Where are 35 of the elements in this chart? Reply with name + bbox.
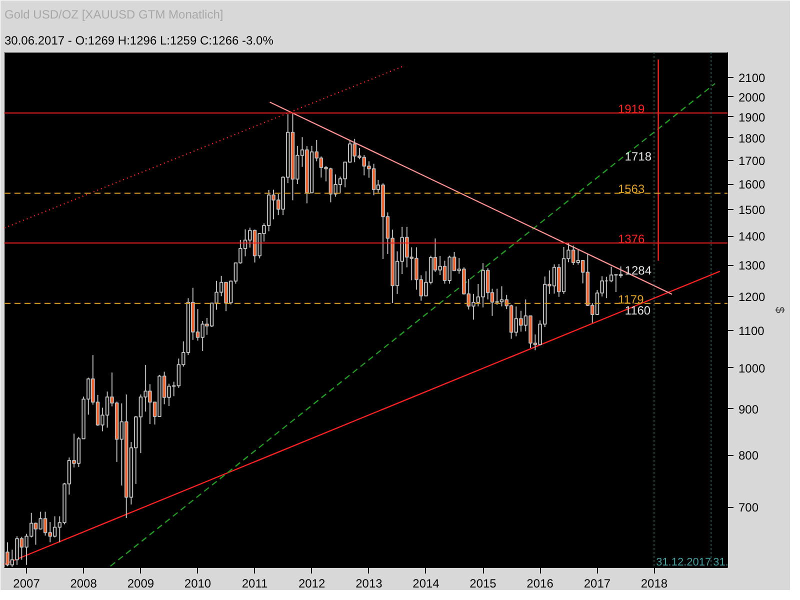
y-tick-label: 2000 [738, 90, 766, 104]
text: 30.06.2017 - O:1269 H:1296 L:1259 C:1266 -3.0% [4, 34, 274, 48]
y-tick-label: 1200 [738, 290, 766, 304]
y-tick-label: 1400 [738, 230, 766, 244]
x-tick-label: 2017 [584, 576, 611, 590]
x-tick-label: 2010 [184, 576, 212, 590]
y-tick-label: 2100 [738, 71, 766, 86]
y-tick-label: 700 [738, 500, 759, 515]
x-tick-label: 2015 [470, 576, 497, 590]
y-tick-label: 1000 [738, 361, 766, 376]
y-tick-label: 1800 [738, 131, 766, 146]
annotation: 1284 [624, 264, 652, 278]
annotation: 1160 [624, 303, 651, 318]
ref-line-label: 31.12.2017 [656, 556, 712, 568]
y-tick-label: 1700 [738, 154, 766, 168]
x-tick-label: 2008 [70, 576, 98, 590]
x-tick-label: 2011 [242, 576, 268, 590]
x-tick-label: 2018 [640, 576, 668, 590]
ref-line-label: 31. [713, 556, 728, 568]
y-tick-label: 1600 [738, 178, 766, 192]
y-tick-label: 1500 [738, 202, 766, 217]
y-tick-label: 900 [738, 402, 759, 416]
x-tick-label: 2016 [526, 576, 554, 590]
x-tick-label: 2009 [127, 576, 154, 590]
x-tick-label: 2012 [298, 576, 326, 590]
y-tick-label: 1900 [738, 110, 766, 124]
x-tick-label: 2014 [412, 576, 440, 590]
y-tick-label: 800 [738, 448, 759, 463]
y-axis-title: $ [773, 306, 788, 314]
x-tick-label: 2007 [13, 576, 40, 590]
ref-line-label: 1563 [618, 182, 645, 196]
x-tick-label: 2013 [356, 576, 383, 590]
annotation: 1718 [624, 150, 652, 164]
y-tick-label: 1300 [738, 258, 766, 273]
y-tick-label: 1100 [738, 324, 765, 338]
